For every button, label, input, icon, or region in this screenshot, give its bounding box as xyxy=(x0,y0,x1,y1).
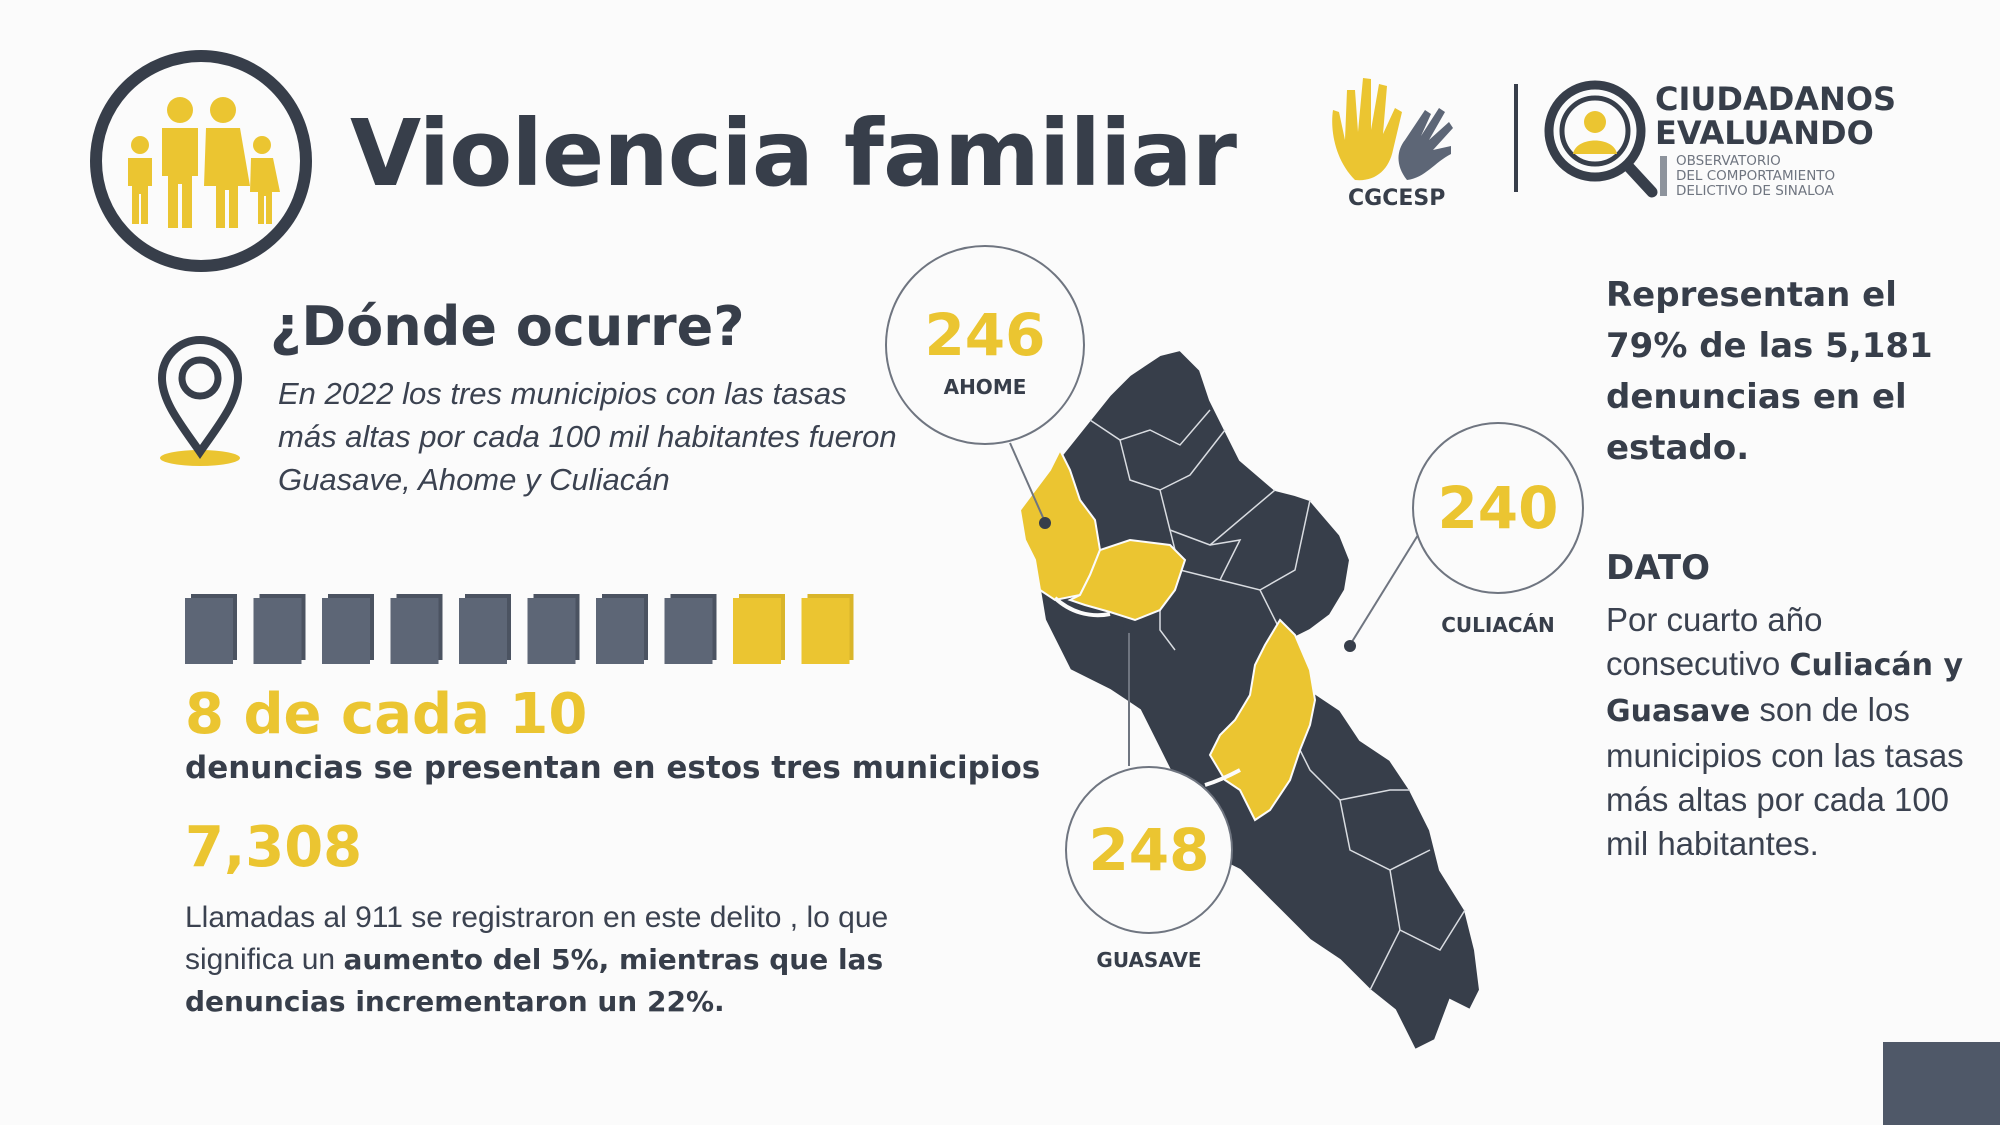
folder-icon xyxy=(596,594,648,664)
folder-icon xyxy=(185,594,237,664)
magnifier-person-icon xyxy=(1540,76,1660,201)
ahome-label: AHOME xyxy=(943,375,1027,399)
ratio-big-text: 8 de cada 10 xyxy=(185,682,588,747)
folder-icon xyxy=(253,594,306,664)
corner-block xyxy=(1883,1042,2000,1125)
folder-icon xyxy=(801,594,854,664)
where-intro: En 2022 los tres municipios con las tasa… xyxy=(278,376,897,497)
calls-number: 7,308 xyxy=(185,815,363,880)
ratio-sub-text: denuncias se presentan en estos tres mun… xyxy=(185,750,1041,786)
guasave-label: GUASAVE xyxy=(1096,948,1202,972)
sinaloa-map xyxy=(1010,348,1580,1052)
represent-text: Representan el 79% de las 5,181 denuncia… xyxy=(1606,275,1933,468)
folder-icon xyxy=(459,594,511,664)
folder-icon xyxy=(733,594,785,664)
guasave-value: 248 xyxy=(1088,816,1210,884)
map-guasave xyxy=(1067,538,1187,622)
dato-heading: DATO xyxy=(1606,548,1710,588)
ahome-value: 246 xyxy=(924,301,1046,369)
brand-bar xyxy=(1660,156,1667,196)
hand-logo-icon xyxy=(1325,70,1475,185)
folder-icon xyxy=(390,594,443,664)
family-icon xyxy=(88,48,314,274)
folder-icon xyxy=(664,594,717,664)
page-title: Violencia familiar xyxy=(350,100,1237,207)
guasave-bubble: 248 xyxy=(1065,766,1233,934)
where-heading: ¿Dónde ocurre? xyxy=(270,295,745,358)
dato-text: Por cuarto año consecutivo Culiacán y Gu… xyxy=(1606,601,1964,862)
culiacan-value: 240 xyxy=(1437,474,1559,542)
culiacan-label: CULIACÁN xyxy=(1441,613,1555,637)
observatorio-subtitle: OBSERVATORIO DEL COMPORTAMIENTO DELICTIV… xyxy=(1676,153,1836,199)
cgcesp-logo-text: CGCESP xyxy=(1348,186,1446,211)
location-pin-icon xyxy=(152,330,252,470)
logo-divider xyxy=(1514,84,1518,192)
folder-icon xyxy=(527,594,580,664)
calls-description: Llamadas al 911 se registraron en este d… xyxy=(185,901,889,1018)
ciudadanos-evaluando-name: CIUDADANOS EVALUANDO xyxy=(1655,80,1897,152)
culiacan-bubble: 240 xyxy=(1412,422,1584,594)
folder-icons-row xyxy=(185,592,875,666)
ahome-bubble: 246 AHOME xyxy=(885,245,1085,445)
folder-icon xyxy=(322,594,374,664)
